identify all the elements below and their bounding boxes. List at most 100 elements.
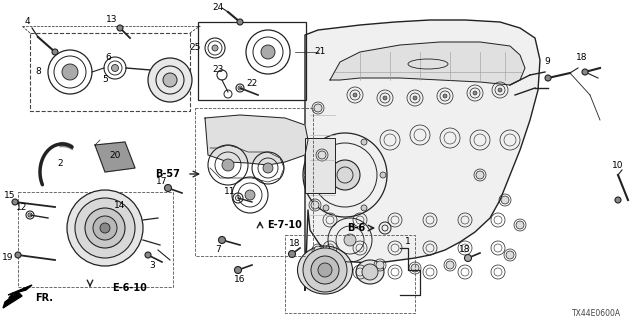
Text: 8: 8 [35, 68, 41, 76]
Text: 19: 19 [3, 252, 13, 261]
Circle shape [473, 91, 477, 95]
Polygon shape [3, 292, 22, 308]
Circle shape [323, 205, 329, 211]
Text: 18: 18 [460, 245, 471, 254]
Circle shape [443, 94, 447, 98]
Circle shape [323, 139, 329, 145]
Circle shape [380, 172, 386, 178]
Text: 16: 16 [234, 276, 246, 284]
Circle shape [263, 163, 273, 173]
Circle shape [303, 248, 347, 292]
Circle shape [245, 190, 255, 200]
Bar [305, 138, 335, 193]
Circle shape [545, 75, 551, 81]
Circle shape [465, 254, 472, 261]
Ellipse shape [356, 260, 384, 284]
Text: 21: 21 [314, 47, 326, 57]
Circle shape [311, 201, 319, 209]
Circle shape [289, 251, 296, 258]
Text: 23: 23 [212, 66, 224, 75]
Text: 4: 4 [24, 18, 30, 27]
Circle shape [111, 65, 118, 71]
Text: 13: 13 [106, 15, 118, 25]
Text: 1: 1 [405, 237, 411, 246]
Circle shape [314, 104, 322, 112]
Circle shape [237, 19, 243, 25]
Text: 15: 15 [4, 190, 16, 199]
Circle shape [15, 252, 21, 258]
Text: 22: 22 [246, 78, 258, 87]
Circle shape [411, 264, 419, 272]
Circle shape [353, 93, 357, 97]
Circle shape [52, 49, 58, 55]
Circle shape [148, 58, 192, 102]
Circle shape [383, 96, 387, 100]
Circle shape [498, 88, 502, 92]
Text: 18: 18 [576, 53, 588, 62]
Polygon shape [95, 142, 135, 172]
Text: B-57: B-57 [156, 169, 180, 179]
Circle shape [330, 160, 360, 190]
Bar [198, 22, 306, 100]
Circle shape [261, 45, 275, 59]
Circle shape [164, 185, 172, 191]
Circle shape [218, 236, 225, 244]
Text: 6: 6 [105, 52, 111, 61]
Circle shape [501, 196, 509, 204]
Circle shape [318, 151, 326, 159]
Circle shape [413, 96, 417, 100]
Text: 25: 25 [189, 44, 201, 52]
Circle shape [582, 69, 588, 75]
Circle shape [476, 171, 484, 179]
Text: 2: 2 [57, 158, 63, 167]
Circle shape [117, 25, 123, 31]
Circle shape [516, 221, 524, 229]
Circle shape [446, 261, 454, 269]
Circle shape [361, 205, 367, 211]
Circle shape [304, 172, 310, 178]
Circle shape [100, 223, 110, 233]
Circle shape [318, 263, 332, 277]
Circle shape [222, 159, 234, 171]
Circle shape [67, 190, 143, 266]
Circle shape [234, 267, 241, 274]
Bar [30, 33, 190, 111]
Circle shape [362, 264, 378, 280]
Text: 3: 3 [149, 261, 155, 270]
Circle shape [12, 199, 18, 205]
Text: B-6: B-6 [347, 223, 365, 233]
Text: 20: 20 [109, 150, 121, 159]
Circle shape [145, 252, 151, 258]
Text: E-7-10: E-7-10 [268, 220, 303, 230]
Text: TX44E0600A: TX44E0600A [572, 308, 621, 317]
Circle shape [344, 234, 356, 246]
Circle shape [376, 261, 384, 269]
Text: 10: 10 [612, 161, 624, 170]
Text: FR.: FR. [35, 293, 53, 303]
Circle shape [62, 64, 78, 80]
Circle shape [314, 246, 322, 254]
Circle shape [163, 73, 177, 87]
Polygon shape [8, 285, 32, 295]
Text: 17: 17 [156, 178, 168, 187]
Polygon shape [205, 115, 308, 165]
Circle shape [361, 139, 367, 145]
Bar [285, 235, 415, 313]
Polygon shape [305, 20, 540, 290]
Text: 11: 11 [224, 188, 236, 196]
Text: E-6-10: E-6-10 [112, 283, 147, 293]
Text: 9: 9 [544, 58, 550, 67]
Circle shape [506, 251, 514, 259]
Circle shape [75, 198, 135, 258]
Text: 18: 18 [289, 239, 301, 249]
Circle shape [93, 216, 117, 240]
Text: 24: 24 [212, 4, 223, 12]
Text: 5: 5 [102, 76, 108, 84]
Text: 7: 7 [215, 245, 221, 254]
Circle shape [212, 45, 218, 51]
Bar [195, 108, 313, 256]
Ellipse shape [298, 246, 353, 294]
Polygon shape [330, 42, 525, 85]
Circle shape [85, 208, 125, 248]
Text: 12: 12 [16, 203, 28, 212]
